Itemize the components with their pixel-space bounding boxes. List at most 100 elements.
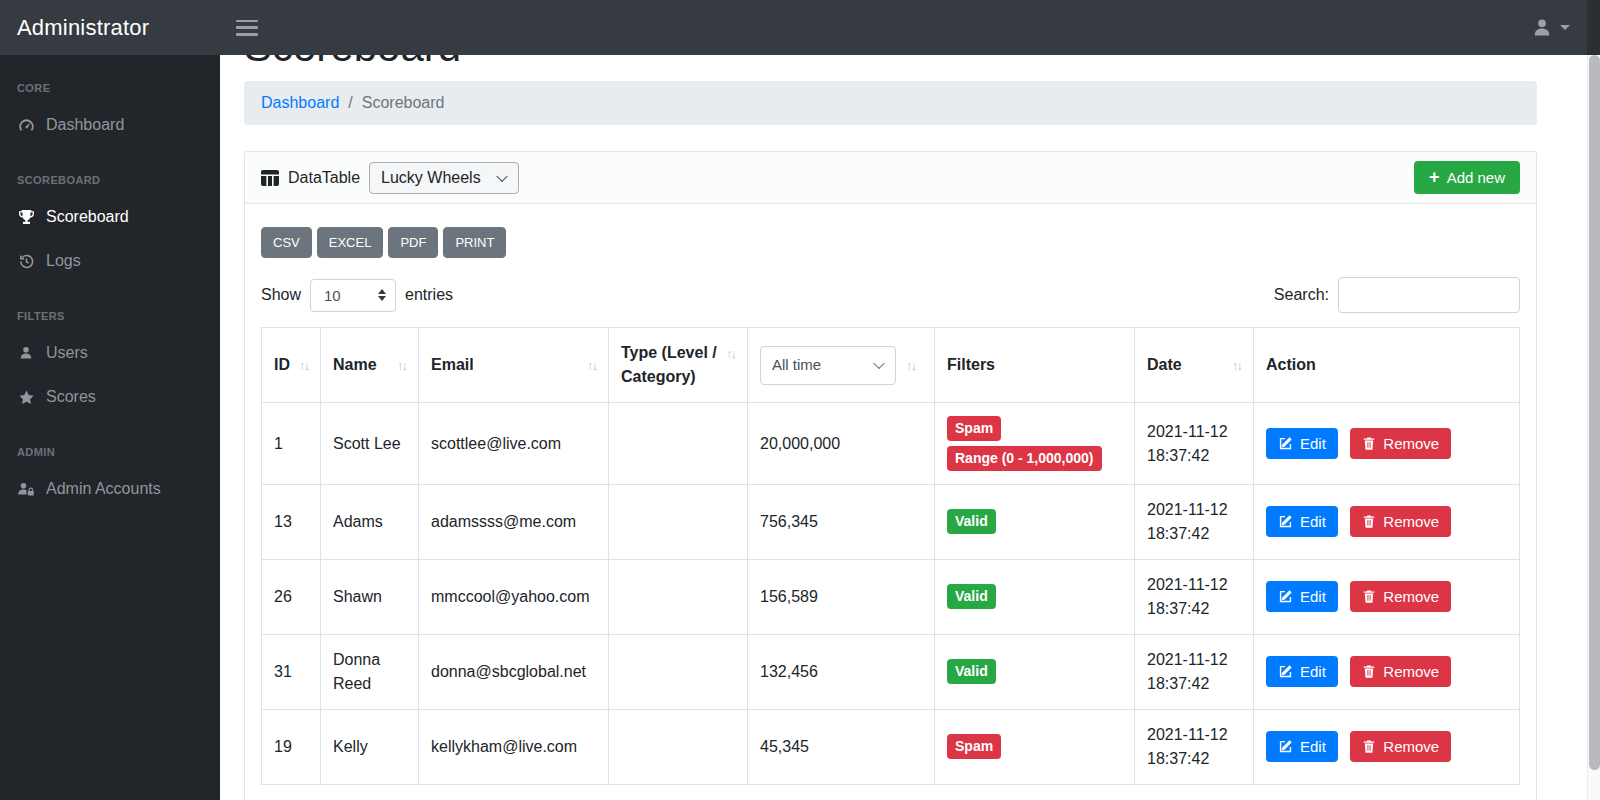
cell-action: Edit Remove [1254,559,1520,634]
cell-name: Shawn [321,559,419,634]
history-icon [17,253,35,270]
sort-icon [299,356,308,376]
cell-date: 2021-11-12 18:37:42 [1135,559,1254,634]
sidebar-item-admin-accounts[interactable]: Admin Accounts [0,467,220,511]
cell-name: Scott Lee [321,403,419,485]
sort-icon [587,356,596,376]
pencil-icon [1278,589,1293,604]
table-row: 19 Kelly kellykham@live.com 45,345 Spam … [262,709,1520,784]
hamburger-icon[interactable] [236,20,258,36]
sort-icon[interactable] [906,356,915,376]
cell-filters: Valid [935,484,1135,559]
sidebar-item-scores[interactable]: Scores [0,375,220,419]
main-content: Scoreboard Dashboard / Scoreboard DataTa… [220,0,1600,800]
table-picker-select[interactable]: Lucky Wheels [369,162,519,194]
cell-date: 2021-11-12 18:37:42 [1135,484,1254,559]
sidebar-heading-core: CORE [0,55,220,103]
remove-button[interactable]: Remove [1350,731,1451,762]
cell-id: 19 [262,709,321,784]
export-button-row: CSV EXCEL PDF PRINT [261,227,1520,258]
sidebar-item-label: Scores [46,388,96,406]
export-print-button[interactable]: PRINT [443,227,506,258]
remove-button[interactable]: Remove [1350,581,1451,612]
pencil-icon [1278,514,1293,529]
cell-email: scottlee@live.com [419,403,609,485]
user-lock-icon [17,481,35,497]
sidebar-item-label: Admin Accounts [46,480,161,498]
cell-score: 45,345 [748,709,935,784]
pencil-icon [1278,436,1293,451]
plus-icon [1429,169,1440,186]
status-badge: Spam [947,734,1001,759]
export-csv-button[interactable]: CSV [261,227,312,258]
sidebar-item-dashboard[interactable]: Dashboard [0,103,220,147]
add-new-button[interactable]: Add new [1414,161,1520,194]
sidebar-heading-scoreboard: SCOREBOARD [0,147,220,195]
sidebar-heading-filters: FILTERS [0,283,220,331]
cell-date: 2021-11-12 18:37:42 [1135,634,1254,709]
table-row: 31 Donna Reed donna@sbcglobal.net 132,45… [262,634,1520,709]
cell-date: 2021-11-12 18:37:42 [1135,403,1254,485]
column-header-type[interactable]: Type (Level / Category) [609,328,748,403]
edit-button[interactable]: Edit [1266,506,1338,537]
user-menu[interactable] [1531,17,1570,39]
cell-name: Adams [321,484,419,559]
sidebar: CORE Dashboard SCOREBOARD Scoreboard Log… [0,55,220,800]
sidebar-item-label: Users [46,344,88,362]
cell-date: 2021-11-12 18:37:42 [1135,709,1254,784]
cell-email: donna@sbcglobal.net [419,634,609,709]
column-header-date[interactable]: Date [1135,328,1254,403]
add-new-label: Add new [1447,169,1505,186]
search-zone: Search: [1274,277,1520,313]
column-header-email[interactable]: Email [419,328,609,403]
export-excel-button[interactable]: EXCEL [317,227,384,258]
scrollbar-thumb[interactable] [1589,55,1600,770]
status-badge: Range (0 - 1,000,000) [947,446,1102,471]
remove-button[interactable]: Remove [1350,656,1451,687]
search-label: Search: [1274,286,1329,304]
cell-filters: Valid [935,634,1135,709]
cell-filters: Valid [935,559,1135,634]
pencil-icon [1278,739,1293,754]
sidebar-item-label: Logs [46,252,81,270]
cell-type [609,559,748,634]
sidebar-item-logs[interactable]: Logs [0,239,220,283]
column-header-id[interactable]: ID [262,328,321,403]
remove-button[interactable]: Remove [1350,428,1451,459]
status-badge: Valid [947,659,996,684]
table-header-row: ID Name Email Type (Level / Category) Al… [262,328,1520,403]
sidebar-item-users[interactable]: Users [0,331,220,375]
remove-button[interactable]: Remove [1350,506,1451,537]
cell-filters: Spam [935,709,1135,784]
export-pdf-button[interactable]: PDF [388,227,438,258]
edit-button[interactable]: Edit [1266,731,1338,762]
person-icon [1531,17,1553,39]
up-down-arrows-icon [378,289,386,301]
edit-button[interactable]: Edit [1266,581,1338,612]
sidebar-item-scoreboard[interactable]: Scoreboard [0,195,220,239]
breadcrumb-link-dashboard[interactable]: Dashboard [261,94,339,112]
table-grid-icon [261,170,279,186]
pencil-icon [1278,664,1293,679]
cell-email: kellykham@live.com [419,709,609,784]
scoreboard-table: ID Name Email Type (Level / Category) Al… [261,327,1520,785]
edit-button[interactable]: Edit [1266,656,1338,687]
sort-icon [1232,356,1241,376]
sort-icon [726,344,735,364]
search-input[interactable] [1338,277,1520,313]
cell-name: Donna Reed [321,634,419,709]
edit-button[interactable]: Edit [1266,428,1338,459]
column-header-filters: Filters [935,328,1135,403]
entries-per-page-select[interactable]: 10 [310,279,396,312]
cell-id: 1 [262,403,321,485]
vertical-scrollbar[interactable] [1587,55,1600,800]
cell-score: 756,345 [748,484,935,559]
entries-value: 10 [324,287,341,304]
table-row: 26 Shawn mmccool@yahoo.com 156,589 Valid… [262,559,1520,634]
column-header-name[interactable]: Name [321,328,419,403]
show-label: Show [261,286,301,304]
cell-score: 132,456 [748,634,935,709]
cell-email: adamssss@me.com [419,484,609,559]
time-range-select[interactable]: All time [760,346,896,385]
chevron-down-icon [496,171,507,182]
